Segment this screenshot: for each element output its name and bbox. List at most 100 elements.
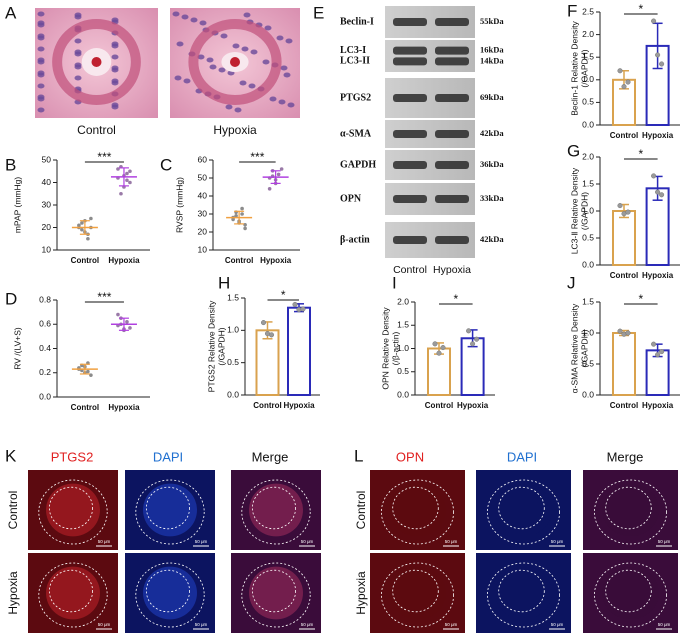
y-tick-label: 40: [198, 190, 208, 200]
data-point: [77, 223, 81, 228]
outline: [145, 486, 190, 530]
x-tick-label: Control: [610, 131, 638, 140]
data-point: [268, 332, 275, 338]
data-point: [651, 18, 657, 24]
nucleus: [287, 102, 295, 108]
scale-bar-label: 50 μm: [195, 622, 208, 627]
nucleus: [183, 78, 191, 84]
kda-label: 42kDa: [480, 128, 504, 138]
data-point: [128, 326, 132, 330]
bar: [612, 332, 636, 396]
blot-band: [435, 18, 469, 26]
nucleus: [74, 12, 82, 18]
nucleus: [111, 54, 119, 60]
x-tick-label: Control: [225, 256, 253, 265]
tissue-region: [495, 566, 552, 620]
nucleus: [74, 38, 82, 44]
data-point: [655, 52, 661, 58]
panel-letter: J: [567, 273, 576, 292]
data-point: [234, 214, 238, 218]
nucleus: [197, 54, 205, 60]
data-point: [470, 341, 476, 347]
significance: ***: [250, 150, 264, 164]
y-tick-label: 0.0: [39, 391, 51, 401]
kda-label: 55kDa: [480, 16, 504, 26]
data-point: [466, 328, 472, 334]
row-label: Hypoxia: [6, 571, 20, 615]
nucleus: [37, 70, 45, 76]
blot-label: α-SMA: [340, 128, 372, 139]
nucleus: [234, 107, 242, 113]
nucleus: [174, 75, 182, 81]
y-axis-label: OPN Relative Density: [380, 307, 390, 390]
red-cells: [230, 57, 240, 67]
scale-bar-label: 50 μm: [98, 622, 111, 627]
y-axis-label: (/GAPDH): [579, 49, 589, 87]
red-cells: [91, 57, 102, 67]
y-tick-label: 50: [198, 172, 208, 182]
y-tick-label: 1.0: [582, 327, 594, 337]
x-tick-label: Control: [71, 403, 99, 412]
nucleus: [220, 33, 228, 39]
lane-label: Hypoxia: [433, 264, 471, 276]
data-point: [116, 167, 120, 171]
data-point: [621, 84, 627, 90]
nucleus: [232, 43, 240, 49]
tissue-region: [46, 566, 100, 620]
y-tick-label: 50: [42, 154, 52, 164]
nucleus: [111, 102, 119, 108]
outline: [251, 569, 296, 613]
data-point: [80, 221, 84, 225]
y-axis-label: PTGS2 Relative Density: [206, 300, 216, 392]
kda-label: 36kDa: [480, 159, 504, 169]
blot-label: LC3-I: [340, 45, 366, 56]
stain-label: PTGS2: [51, 449, 94, 464]
scale-bar-label: 50 μm: [445, 622, 458, 627]
y-tick-label: 0.0: [582, 119, 594, 129]
scale-bar-label: 50 μm: [98, 539, 111, 544]
x-tick-label: Control: [253, 401, 281, 410]
y-tick-label: 1.5: [227, 292, 239, 302]
tissue-region: [143, 483, 197, 537]
kda-label: 16kDa: [480, 45, 504, 55]
vessel-wall: [52, 19, 141, 105]
tissue-region: [389, 566, 446, 620]
row-label: Hypoxia: [354, 571, 368, 615]
panel-letter: B: [5, 155, 16, 174]
blot-band: [393, 46, 427, 55]
y-tick-label: 0.6: [39, 319, 51, 329]
y-axis-label: (/GAPDH): [579, 192, 589, 230]
data-point: [625, 79, 631, 85]
outline: [135, 562, 205, 628]
y-tick-label: 0.2: [39, 367, 51, 377]
data-point: [655, 189, 661, 195]
blot-band: [435, 195, 469, 203]
data-point: [625, 209, 631, 215]
data-point: [659, 192, 665, 198]
nucleus: [111, 78, 119, 84]
data-point: [655, 352, 661, 358]
outline: [38, 479, 108, 545]
outline: [486, 562, 560, 628]
stain-label: DAPI: [507, 449, 537, 464]
nucleus: [280, 65, 288, 71]
scale-bar-label: 50 μm: [658, 539, 671, 544]
blot-label: OPN: [340, 193, 362, 204]
blot-label: β-actin: [340, 234, 370, 245]
outline: [241, 562, 311, 628]
y-tick-label: 2.0: [397, 296, 409, 306]
blot-band: [393, 195, 427, 203]
lane-label: Control: [393, 264, 427, 276]
x-tick-label: Control: [71, 256, 99, 265]
row-label: Control: [6, 491, 20, 530]
scale-bar-label: 50 μm: [658, 622, 671, 627]
blot-label: LC3-II: [340, 56, 370, 67]
data-point: [617, 203, 623, 209]
blot-band: [393, 236, 427, 244]
kda-label: 33kDa: [480, 193, 504, 203]
y-tick-label: 0.5: [582, 232, 594, 242]
significance: ***: [97, 290, 111, 304]
blot-band: [435, 236, 469, 244]
y-tick-label: 10: [42, 244, 52, 254]
data-point: [128, 169, 132, 174]
